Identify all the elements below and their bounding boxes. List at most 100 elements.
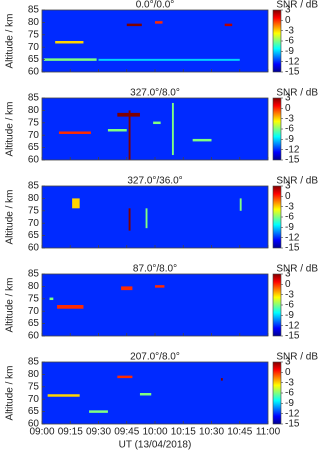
colorbar-tick-label: -9 <box>285 310 294 321</box>
colorbar-tick-label: -3 <box>285 113 294 124</box>
panel-title: 207.0°/8.0° <box>130 352 180 363</box>
colorbar-tick-label: -15 <box>285 419 300 430</box>
y-axis-label: Altitude / km <box>5 13 16 68</box>
x-tick-label: 09:00 <box>29 427 54 438</box>
echo <box>128 110 131 160</box>
echo <box>192 138 212 142</box>
colorbar-tick-label: 3 <box>285 357 291 368</box>
colorbar-tick-label: -12 <box>285 56 300 67</box>
colorbar-tick-label: -3 <box>285 201 294 212</box>
x-tick-label: 11:00 <box>256 427 281 438</box>
echo <box>155 21 163 24</box>
colorbar-tick-label: -9 <box>285 222 294 233</box>
colorbar-tick-label: -15 <box>285 67 300 78</box>
colorbar-tick-label: -9 <box>285 398 294 409</box>
echo <box>58 131 91 134</box>
y-axis-label: Altitude / km <box>5 189 16 244</box>
y-tick-label: 80 <box>28 281 40 292</box>
colorbar-tick-label: -6 <box>285 212 294 223</box>
colorbar-label: SNR / dB <box>276 352 318 363</box>
y-tick-label: 60 <box>28 331 40 342</box>
echo <box>121 286 133 291</box>
echo <box>155 285 165 288</box>
echo <box>220 378 223 381</box>
y-tick-label: 65 <box>28 142 40 153</box>
y-tick-label: 70 <box>28 394 40 405</box>
y-tick-label: 75 <box>28 293 40 304</box>
plot-background <box>42 362 268 424</box>
echo <box>107 129 127 132</box>
y-tick-label: 65 <box>28 406 40 417</box>
colorbar-tick-label: 3 <box>285 93 291 104</box>
colorbar-tick-label: -6 <box>285 124 294 135</box>
echo <box>171 102 174 156</box>
echo <box>126 23 142 27</box>
colorbar-label: SNR / dB <box>276 264 318 275</box>
colorbar <box>272 273 282 337</box>
colorbar-tick-label: -12 <box>285 232 300 243</box>
echo <box>55 41 84 44</box>
colorbar-tick-label: 0 <box>285 367 291 378</box>
echo <box>145 208 148 229</box>
colorbar-tick-label: 0 <box>285 191 291 202</box>
y-axis-label: Altitude / km <box>5 365 16 420</box>
y-tick-label: 85 <box>28 93 40 104</box>
echo <box>139 393 152 396</box>
y-tick-label: 75 <box>28 29 40 40</box>
x-tick-label: 10:00 <box>142 427 167 438</box>
x-tick-label: 09:45 <box>114 427 139 438</box>
y-tick-label: 85 <box>28 5 40 16</box>
colorbar <box>272 185 282 249</box>
colorbar-tick-label: -3 <box>285 377 294 388</box>
colorbar-tick-label: -6 <box>285 388 294 399</box>
colorbar <box>272 97 282 161</box>
colorbar-tick-label: -12 <box>285 320 300 331</box>
x-tick-label: 09:30 <box>86 427 111 438</box>
y-axis-label: Altitude / km <box>5 101 16 156</box>
y-tick-label: 70 <box>28 306 40 317</box>
y-tick-label: 60 <box>28 243 40 254</box>
colorbar-tick-label: -15 <box>285 155 300 166</box>
x-tick-label: 10:45 <box>227 427 252 438</box>
plot-background <box>42 186 268 248</box>
y-tick-label: 80 <box>28 193 40 204</box>
y-tick-label: 85 <box>28 181 40 192</box>
y-tick-label: 80 <box>28 105 40 116</box>
y-tick-label: 60 <box>28 419 40 430</box>
colorbar-tick-label: -6 <box>285 300 294 311</box>
y-tick-label: 70 <box>28 130 40 141</box>
panel-title: 327.0°/36.0° <box>127 176 182 187</box>
echo <box>128 208 131 231</box>
y-axis-label: Altitude / km <box>5 277 16 332</box>
echo <box>98 58 240 61</box>
y-tick-label: 75 <box>28 381 40 392</box>
colorbar-tick-label: -3 <box>285 289 294 300</box>
echo <box>89 410 108 413</box>
panel-title: 0.0°/0.0° <box>136 0 175 11</box>
colorbar-label: SNR / dB <box>276 88 318 99</box>
colorbar-tick-label: -12 <box>285 144 300 155</box>
echo <box>47 394 80 397</box>
y-tick-label: 75 <box>28 205 40 216</box>
y-tick-label: 70 <box>28 218 40 229</box>
y-tick-label: 70 <box>28 42 40 53</box>
colorbar-tick-label: 0 <box>285 103 291 114</box>
colorbar-tick-label: -6 <box>285 36 294 47</box>
y-tick-label: 60 <box>28 155 40 166</box>
panel-title: 327.0°/8.0° <box>130 88 180 99</box>
y-tick-label: 85 <box>28 269 40 280</box>
colorbar-tick-label: 0 <box>285 279 291 290</box>
y-tick-label: 65 <box>28 230 40 241</box>
x-tick-label: 09:15 <box>58 427 83 438</box>
plot-background <box>42 98 268 160</box>
colorbar-tick-label: -15 <box>285 331 300 342</box>
y-tick-label: 60 <box>28 67 40 78</box>
colorbar-tick-label: 3 <box>285 5 291 16</box>
colorbar-label: SNR / dB <box>276 176 318 187</box>
y-tick-label: 75 <box>28 117 40 128</box>
colorbar-tick-label: -9 <box>285 46 294 57</box>
x-tick-label: 10:15 <box>171 427 196 438</box>
y-tick-label: 80 <box>28 17 40 28</box>
